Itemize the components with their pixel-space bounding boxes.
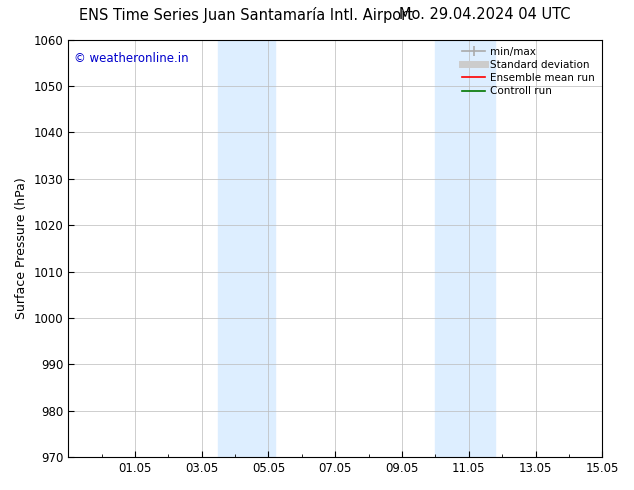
Text: © weatheronline.in: © weatheronline.in: [74, 52, 188, 65]
Y-axis label: Surface Pressure (hPa): Surface Pressure (hPa): [15, 177, 28, 319]
Text: Mo. 29.04.2024 04 UTC: Mo. 29.04.2024 04 UTC: [399, 7, 571, 23]
Bar: [436, 40, 496, 457]
Bar: [218, 40, 275, 457]
Text: ENS Time Series Juan Santamaría Intl. Airport: ENS Time Series Juan Santamaría Intl. Ai…: [79, 7, 413, 24]
Legend: min/max, Standard deviation, Ensemble mean run, Controll run: min/max, Standard deviation, Ensemble me…: [458, 43, 599, 100]
